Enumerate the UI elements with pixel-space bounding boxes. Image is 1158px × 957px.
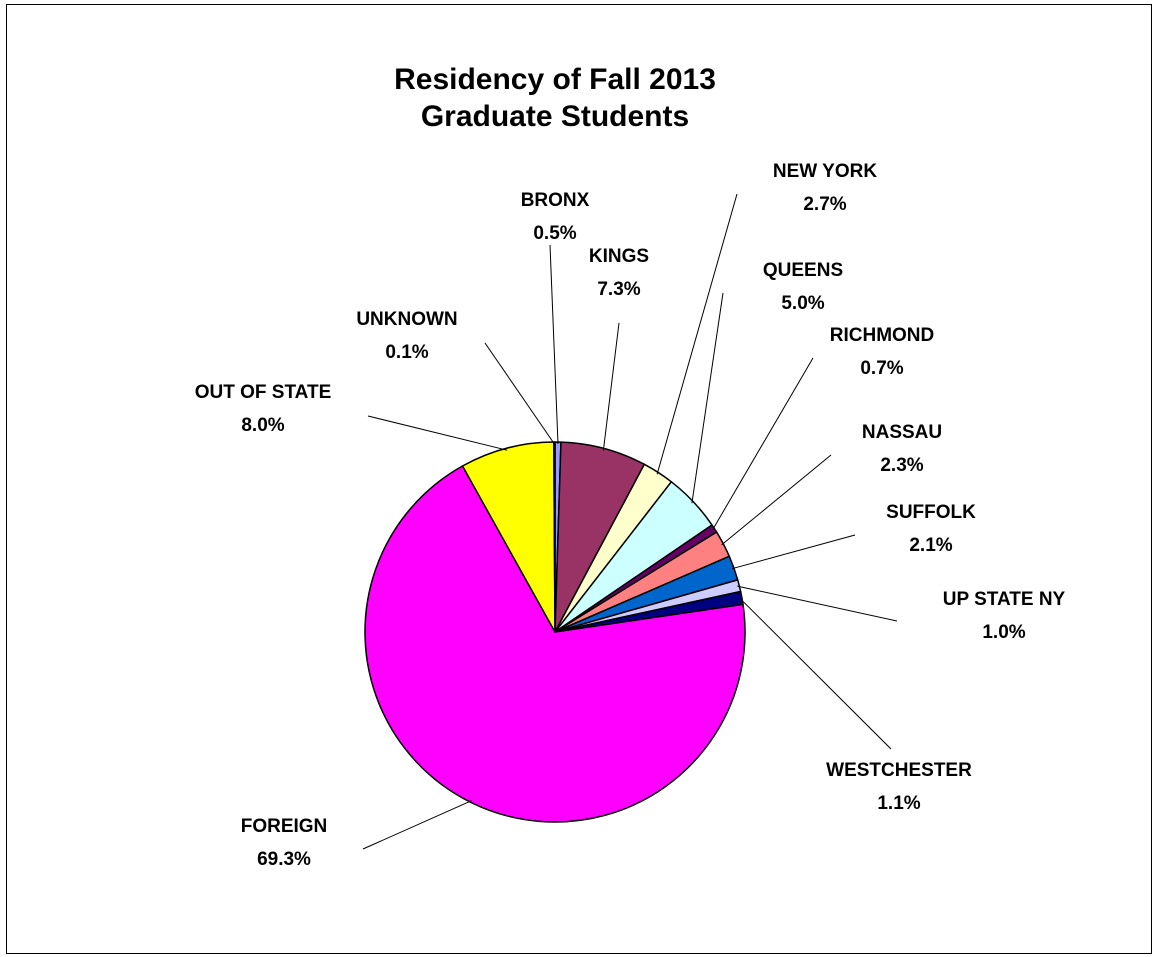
slice-label-queens: QUEENS (763, 260, 843, 281)
leader-line-new-york (656, 193, 738, 475)
slice-label-kings: KINGS (589, 246, 649, 267)
pie-slice-foreign (364, 465, 746, 823)
slice-label-up-state-ny: UP STATE NY (943, 589, 1066, 610)
slice-value-richmond: 0.7% (860, 358, 903, 379)
leader-line-queens (691, 292, 724, 504)
leader-line-richmond (712, 357, 814, 530)
slice-label-nassau: NASSAU (862, 422, 942, 443)
slice-value-unknown: 0.1% (385, 342, 428, 363)
leader-line-westchester (739, 597, 892, 750)
slice-label-bronx: BRONX (521, 190, 590, 211)
slice-value-nassau: 2.3% (880, 455, 923, 476)
slice-label-richmond: RICHMOND (830, 325, 935, 346)
chart-title-line-1: Residency of Fall 2013 (394, 63, 716, 96)
slice-value-out-of-state: 8.0% (241, 415, 284, 436)
leader-line-nassau (721, 454, 832, 546)
pie-slice-out-of-state (461, 441, 556, 633)
slice-value-suffolk: 2.1% (909, 535, 952, 556)
slice-label-new-york: NEW YORK (773, 161, 877, 182)
slice-label-westchester: WESTCHESTER (826, 760, 972, 781)
slice-value-bronx: 0.5% (533, 223, 576, 244)
slice-label-out-of-state: OUT OF STATE (195, 382, 332, 403)
pie-slice-unknown (553, 441, 556, 633)
slice-label-unknown: UNKNOWN (356, 309, 457, 330)
leader-line-up-state-ny (737, 585, 898, 622)
slice-value-westchester: 1.1% (877, 793, 920, 814)
pie-chart: Residency of Fall 2013 Graduate Students… (195, 63, 1066, 870)
leader-line-bronx (549, 244, 559, 445)
chart-frame: Residency of Fall 2013 Graduate Students… (6, 4, 1152, 954)
leader-line-kings (602, 322, 620, 451)
slice-value-new-york: 2.7% (803, 194, 846, 215)
leader-line-foreign (362, 800, 473, 850)
slice-value-up-state-ny: 1.0% (982, 622, 1025, 643)
leader-line-suffolk (731, 534, 856, 570)
chart-title-line-2: Graduate Students (421, 100, 689, 133)
slice-value-kings: 7.3% (597, 279, 640, 300)
leader-line-out-of-state (367, 415, 508, 451)
slice-value-queens: 5.0% (781, 293, 824, 314)
slice-label-foreign: FOREIGN (241, 816, 328, 837)
leader-line-unknown (484, 342, 555, 445)
slice-label-suffolk: SUFFOLK (886, 502, 976, 523)
slice-value-foreign: 69.3% (257, 849, 311, 870)
